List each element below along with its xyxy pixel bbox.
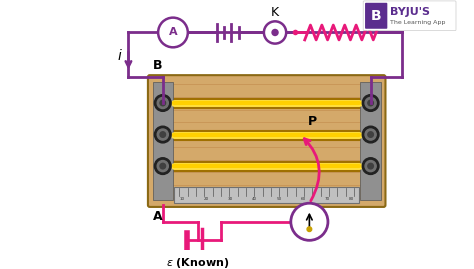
Text: A: A <box>169 27 177 37</box>
Text: 30: 30 <box>228 197 233 201</box>
Circle shape <box>264 21 286 44</box>
Circle shape <box>160 163 165 169</box>
Circle shape <box>365 129 376 140</box>
Circle shape <box>271 29 279 36</box>
Circle shape <box>307 227 312 232</box>
Bar <box>153 82 173 200</box>
Text: BYJU'S: BYJU'S <box>390 7 430 17</box>
Text: 80: 80 <box>348 197 354 201</box>
Text: 40: 40 <box>252 197 257 201</box>
Circle shape <box>157 97 168 109</box>
Text: 50: 50 <box>276 197 282 201</box>
Text: i: i <box>117 49 121 63</box>
Circle shape <box>292 30 298 35</box>
Circle shape <box>158 18 188 47</box>
Circle shape <box>368 100 374 106</box>
Text: $\varepsilon$ (Known): $\varepsilon$ (Known) <box>166 256 230 269</box>
Circle shape <box>368 163 374 169</box>
Circle shape <box>365 161 376 172</box>
Bar <box>174 186 359 203</box>
Text: 10: 10 <box>180 197 185 201</box>
FancyBboxPatch shape <box>148 75 385 207</box>
Text: B: B <box>153 59 162 72</box>
Text: The Learning App: The Learning App <box>390 20 446 25</box>
FancyBboxPatch shape <box>365 3 387 29</box>
Text: K: K <box>271 6 279 19</box>
Text: A: A <box>153 210 162 223</box>
Text: P: P <box>308 115 317 128</box>
Circle shape <box>362 126 379 143</box>
Text: B: B <box>371 9 382 23</box>
Circle shape <box>160 100 165 106</box>
Text: 60: 60 <box>300 197 306 201</box>
Text: 70: 70 <box>324 197 329 201</box>
Circle shape <box>291 203 328 240</box>
Circle shape <box>160 132 165 137</box>
Circle shape <box>155 158 171 175</box>
Circle shape <box>155 95 171 111</box>
Circle shape <box>365 97 376 109</box>
Text: 20: 20 <box>204 197 209 201</box>
FancyBboxPatch shape <box>363 1 456 31</box>
Circle shape <box>368 132 374 137</box>
Bar <box>360 82 381 200</box>
Circle shape <box>362 95 379 111</box>
Circle shape <box>362 158 379 175</box>
Circle shape <box>157 161 168 172</box>
Circle shape <box>157 129 168 140</box>
Circle shape <box>155 126 171 143</box>
